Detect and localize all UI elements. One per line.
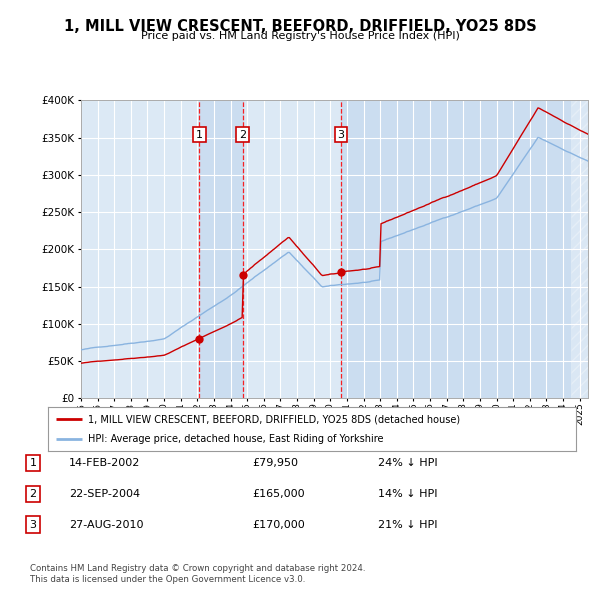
Text: 24% ↓ HPI: 24% ↓ HPI <box>378 458 437 468</box>
Text: 3: 3 <box>338 130 344 140</box>
Text: 3: 3 <box>29 520 37 529</box>
Bar <box>199 100 242 398</box>
Text: 1: 1 <box>196 130 203 140</box>
Bar <box>571 100 588 398</box>
Text: 21% ↓ HPI: 21% ↓ HPI <box>378 520 437 529</box>
Text: 2: 2 <box>239 130 246 140</box>
Text: This data is licensed under the Open Government Licence v3.0.: This data is licensed under the Open Gov… <box>30 575 305 584</box>
Text: 14% ↓ HPI: 14% ↓ HPI <box>378 489 437 499</box>
Text: Price paid vs. HM Land Registry's House Price Index (HPI): Price paid vs. HM Land Registry's House … <box>140 31 460 41</box>
Text: £170,000: £170,000 <box>252 520 305 529</box>
Text: 22-SEP-2004: 22-SEP-2004 <box>69 489 140 499</box>
Text: 2: 2 <box>29 489 37 499</box>
Text: HPI: Average price, detached house, East Riding of Yorkshire: HPI: Average price, detached house, East… <box>88 434 383 444</box>
Bar <box>341 100 588 398</box>
Text: 1: 1 <box>29 458 37 468</box>
Text: £79,950: £79,950 <box>252 458 298 468</box>
Text: £165,000: £165,000 <box>252 489 305 499</box>
Text: 27-AUG-2010: 27-AUG-2010 <box>69 520 143 529</box>
Text: 1, MILL VIEW CRESCENT, BEEFORD, DRIFFIELD, YO25 8DS: 1, MILL VIEW CRESCENT, BEEFORD, DRIFFIEL… <box>64 19 536 34</box>
Text: 1, MILL VIEW CRESCENT, BEEFORD, DRIFFIELD, YO25 8DS (detached house): 1, MILL VIEW CRESCENT, BEEFORD, DRIFFIEL… <box>88 414 460 424</box>
Text: Contains HM Land Registry data © Crown copyright and database right 2024.: Contains HM Land Registry data © Crown c… <box>30 565 365 573</box>
Text: 14-FEB-2002: 14-FEB-2002 <box>69 458 140 468</box>
